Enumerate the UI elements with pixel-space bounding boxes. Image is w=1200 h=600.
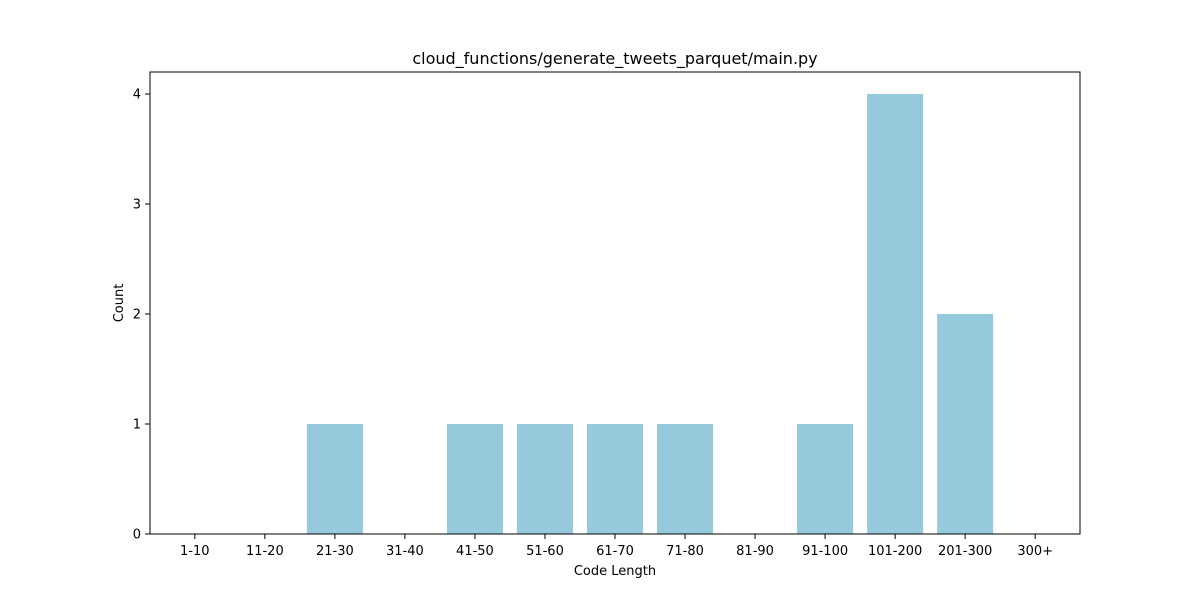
bar-91-100 [797, 424, 854, 534]
y-tick-label: 4 [133, 88, 141, 103]
x-tick-label: 61-70 [596, 544, 634, 559]
bar-21-30 [306, 424, 363, 534]
x-tick-label: 51-60 [526, 544, 564, 559]
bar-41-50 [446, 424, 503, 534]
x-axis-label: Code Length [574, 564, 656, 579]
x-tick-label: 21-30 [316, 544, 354, 559]
x-tick-label: 71-80 [666, 544, 704, 559]
y-axis-label: Count [112, 284, 127, 323]
bar-61-70 [586, 424, 644, 534]
y-tick-label: 2 [133, 308, 141, 323]
x-tick-label: 81-90 [736, 544, 774, 559]
chart-title: cloud_functions/generate_tweets_parquet/… [412, 49, 817, 69]
x-tick-label: 31-40 [386, 544, 424, 559]
bar-51-60 [516, 424, 573, 534]
y-tick-label: 1 [133, 418, 141, 433]
x-tick-label: 91-100 [802, 544, 848, 559]
x-tick-label: 101-200 [868, 544, 922, 559]
bar-201-300 [937, 314, 994, 534]
y-axis: 0 1 2 3 4 [133, 88, 150, 543]
bar-71-80 [657, 424, 714, 534]
x-tick-label: 1-10 [180, 544, 210, 559]
x-axis: 1-10 11-20 21-30 31-40 41-50 51-60 61-70 71-80 8… [180, 534, 1053, 559]
y-tick-label: 3 [133, 198, 141, 213]
x-tick-label: 300+ [1017, 544, 1053, 559]
bar-101-200 [867, 94, 924, 534]
x-tick-label: 11-20 [246, 544, 284, 559]
x-tick-label: 201-300 [938, 544, 992, 559]
x-tick-label: 41-50 [456, 544, 494, 559]
bars-group [306, 94, 994, 534]
y-tick-label: 0 [133, 528, 141, 543]
